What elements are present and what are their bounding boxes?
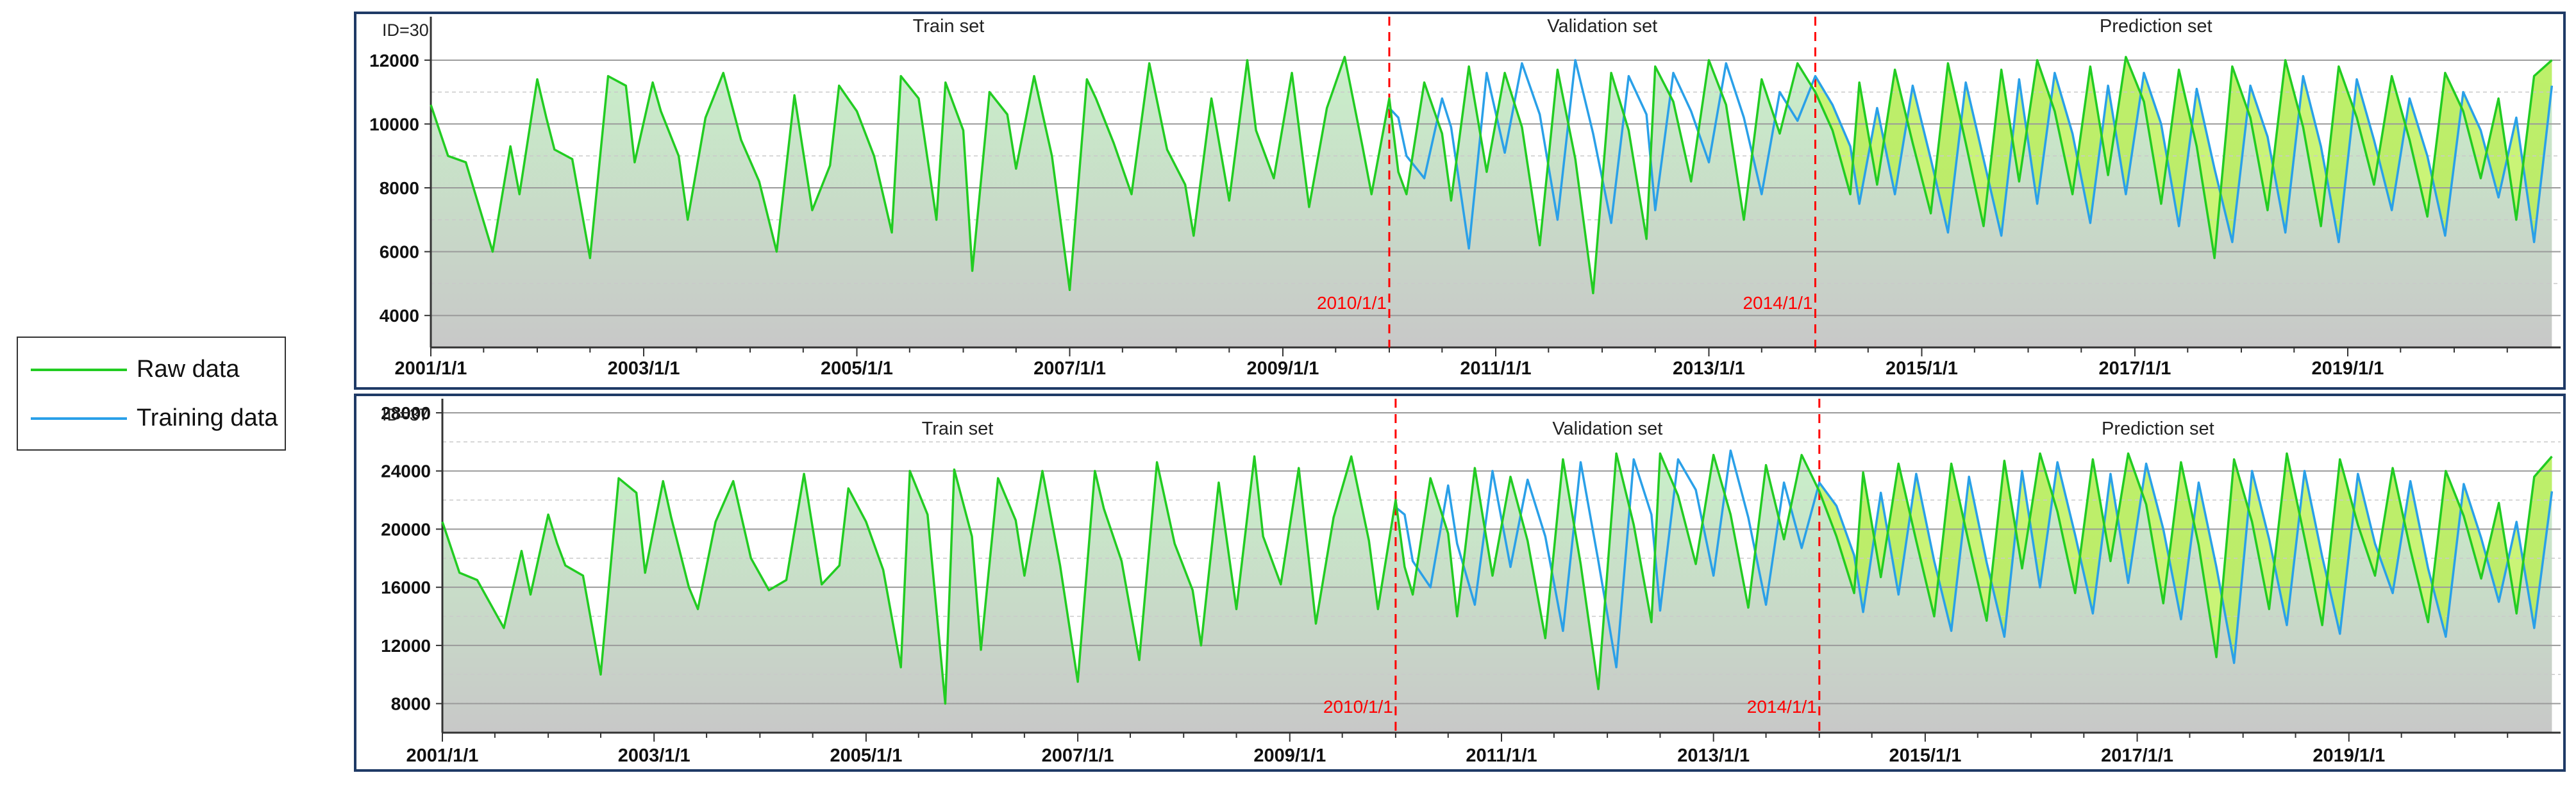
x-tick-label: 2013/1/1 (1677, 745, 1750, 766)
chart-panel-id30: 4000 6000 8000 10000 12000 2001/1/1 2003/1/1 20… (354, 12, 2566, 390)
x-tick-label: 2003/1/1 (608, 358, 680, 379)
prediction-gap-area (1815, 56, 2552, 258)
series-line-raw-data (430, 56, 2553, 295)
chart-svg-id30: 4000 6000 8000 10000 12000 2001/1/1 2003/1/1 20… (369, 16, 2561, 379)
y-tick-label: 20000 (381, 519, 431, 539)
x-tick-label: 2005/1/1 (830, 745, 902, 766)
y-tick-label: 8000 (380, 178, 419, 198)
section-label: Validation set (1552, 419, 1662, 439)
x-tick-label: 2009/1/1 (1247, 358, 1319, 379)
y-tick-label: 8000 (391, 694, 431, 714)
section-label: Prediction set (2102, 419, 2214, 439)
x-tick-label: 2009/1/1 (1253, 745, 1326, 766)
legend-swatch-raw-data (31, 369, 127, 371)
x-tick-label: 2015/1/1 (1889, 745, 1961, 766)
x-tick-label: 2003/1/1 (618, 745, 690, 766)
y-tick-label: 12000 (369, 51, 419, 71)
x-tick-label: 2019/1/1 (2312, 358, 2384, 379)
section-label: Train set (922, 419, 994, 439)
y-tick-label: 4000 (380, 306, 419, 326)
series-line-training-data (1388, 59, 2554, 250)
y-tick-label: 6000 (380, 242, 419, 262)
y-tick-label: 12000 (381, 636, 431, 656)
x-tick-label: 2007/1/1 (1042, 745, 1114, 766)
x-tick-label: 2017/1/1 (2099, 358, 2171, 379)
legend-item-training-data: Training data (18, 399, 285, 438)
x-tick-label: 2005/1/1 (821, 358, 893, 379)
raw-data-area (431, 56, 2552, 347)
raw-data-area (442, 453, 2552, 733)
section-label: Train set (913, 16, 985, 37)
split-date-label: 2014/1/1 (1743, 293, 1812, 313)
x-tick-label: 2007/1/1 (1033, 358, 1106, 379)
x-tick-label: 2019/1/1 (2313, 745, 2385, 766)
series-line-training-data (1394, 449, 2554, 669)
chart-svg-id37: 8000 12000 16000 20000 24000 28000 2001/1/1 200… (381, 399, 2561, 766)
split-date-label: 2010/1/1 (1317, 293, 1387, 313)
y-tick-label: 24000 (381, 462, 431, 481)
y-tick-label: 28000 (381, 403, 431, 423)
y-tick-label: 10000 (369, 114, 419, 134)
x-tick-label: 2001/1/1 (395, 358, 467, 379)
x-tick-label: 2013/1/1 (1673, 358, 1745, 379)
x-tick-label: 2001/1/1 (406, 745, 479, 766)
legend-label-training-data: Training data (137, 404, 278, 431)
split-date-label: 2014/1/1 (1747, 697, 1817, 717)
legend-item-raw-data: Raw data (18, 351, 285, 389)
panel-id-label: ID=30 (382, 21, 429, 40)
section-label: Validation set (1547, 16, 1657, 37)
legend: Raw data Training data (17, 337, 286, 451)
series-line-raw-data (441, 452, 2553, 705)
x-tick-label: 2015/1/1 (1886, 358, 1958, 379)
x-tick-label: 2017/1/1 (2101, 745, 2173, 766)
legend-swatch-training-data (31, 417, 127, 420)
section-label: Prediction set (2100, 16, 2212, 37)
x-tick-label: 2011/1/1 (1460, 358, 1531, 379)
panel-id-label: ID=37 (382, 405, 429, 424)
split-date-label: 2010/1/1 (1323, 697, 1393, 717)
chart-panel-id37: 8000 12000 16000 20000 24000 28000 2001/1/1 200… (354, 394, 2566, 772)
x-tick-label: 2011/1/1 (1466, 745, 1537, 766)
legend-label-raw-data: Raw data (137, 356, 240, 383)
y-tick-label: 16000 (381, 578, 431, 597)
